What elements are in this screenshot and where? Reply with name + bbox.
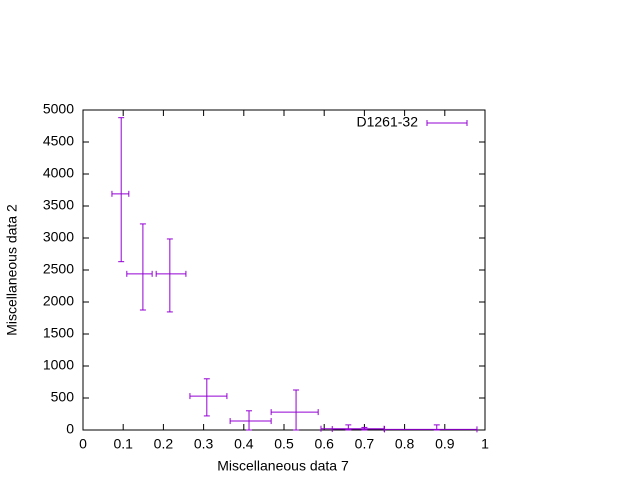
x-tick-label: 0.2 — [154, 436, 174, 452]
x-tick-label: 0.6 — [314, 436, 334, 452]
x-tick-label: 1 — [481, 436, 489, 452]
y-tick-label: 500 — [51, 389, 75, 405]
y-tick-label: 4000 — [43, 165, 74, 181]
y-tick-label: 0 — [66, 421, 74, 437]
y-tick-label: 4500 — [43, 133, 74, 149]
x-tick-label: 0.3 — [194, 436, 214, 452]
y-tick-label: 2500 — [43, 261, 74, 277]
x-tick-label: 0.7 — [355, 436, 375, 452]
legend-label: D1261-32 — [357, 114, 419, 130]
x-tick-label: 0.9 — [435, 436, 455, 452]
y-tick-label: 5000 — [43, 101, 74, 117]
x-tick-label: 0.5 — [274, 436, 294, 452]
y-tick-label: 2000 — [43, 293, 74, 309]
y-tick-label: 1000 — [43, 357, 74, 373]
x-tick-label: 0 — [79, 436, 87, 452]
x-tick-label: 0.8 — [395, 436, 415, 452]
x-axis-label: Miscellaneous data 7 — [217, 458, 349, 474]
y-axis-label: Miscellaneous data 2 — [4, 204, 20, 336]
y-tick-label: 3000 — [43, 229, 74, 245]
x-tick-label: 0.4 — [234, 436, 254, 452]
x-tick-label: 0.1 — [113, 436, 133, 452]
y-tick-label: 1500 — [43, 325, 74, 341]
y-tick-label: 3500 — [43, 197, 74, 213]
